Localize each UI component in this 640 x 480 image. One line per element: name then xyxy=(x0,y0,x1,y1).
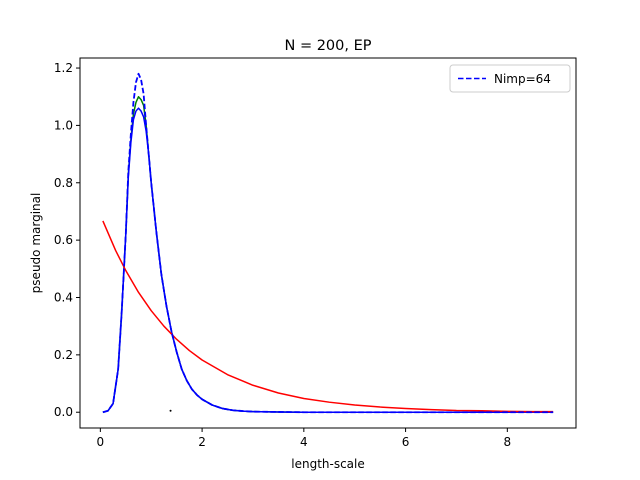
x-axis: 0 2 4 6 8 xyxy=(97,428,512,449)
x-tick-label: 8 xyxy=(504,435,512,449)
y-tick-label: 0.0 xyxy=(54,405,73,419)
series-layer xyxy=(102,72,554,414)
plot-frame xyxy=(79,57,577,429)
legend-entry: Nimp=64 xyxy=(494,72,551,86)
marker-layer xyxy=(169,409,172,412)
y-tick-label: 0.4 xyxy=(54,290,73,304)
y-tick-label: 1.2 xyxy=(54,61,73,75)
x-axis-label: length-scale xyxy=(291,457,365,471)
x-tick-label: 6 xyxy=(402,435,410,449)
y-axis-label: pseudo marginal xyxy=(29,193,43,294)
y-tick-label: 1.0 xyxy=(54,118,73,132)
chart-title: N = 200, EP xyxy=(284,38,371,54)
x-tick-label: 0 xyxy=(97,435,105,449)
series-line-0 xyxy=(102,72,554,414)
legend: Nimp=64 xyxy=(449,64,571,93)
y-tick-label: 0.6 xyxy=(54,233,73,247)
y-tick-label: 0.2 xyxy=(54,348,73,362)
legend-box xyxy=(449,64,571,93)
y-axis: 0.0 0.2 0.4 0.6 0.8 1.0 1.2 xyxy=(54,61,80,419)
x-tick-label: 4 xyxy=(300,435,308,449)
point-marker xyxy=(169,409,172,412)
y-tick-label: 0.8 xyxy=(54,176,73,190)
series-line-3 xyxy=(102,220,554,413)
x-tick-label: 2 xyxy=(198,435,206,449)
